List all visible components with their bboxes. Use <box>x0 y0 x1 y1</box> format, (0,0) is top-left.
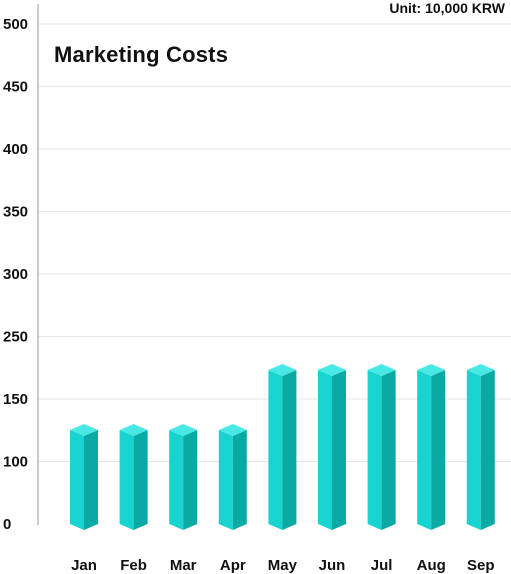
bar-aug <box>417 364 446 530</box>
y-tick-label: 300 <box>3 266 28 283</box>
bar-face-side <box>381 370 396 530</box>
bar-face-front <box>119 430 134 530</box>
bar-apr <box>218 424 247 530</box>
x-tick-label: Jan <box>71 557 97 574</box>
y-tick-label: 350 <box>3 204 28 221</box>
x-tick-label: Sep <box>467 557 495 574</box>
y-tick-labels: 0 100 150 250 300 350 400 450 500 <box>3 16 28 533</box>
bar-may <box>268 364 297 530</box>
bar-face-front <box>367 370 382 530</box>
bar-mar <box>169 424 198 530</box>
x-tick-label: Jun <box>319 557 346 574</box>
bar-face-side <box>183 430 198 530</box>
bar-face-side <box>133 430 148 530</box>
bar-face-top <box>417 364 446 376</box>
x-tick-label: Mar <box>170 557 197 574</box>
bar-face-top <box>268 364 297 376</box>
y-tick-label: 250 <box>3 329 28 346</box>
x-tick-label: May <box>268 557 298 574</box>
bar-face-side <box>282 370 297 530</box>
bar-face-front <box>417 370 432 530</box>
bar-face-side <box>480 370 495 530</box>
y-tick-label: 100 <box>3 454 28 471</box>
bar-face-front <box>268 370 283 530</box>
bar-face-side <box>232 430 247 530</box>
y-tick-label: 450 <box>3 79 28 96</box>
bars <box>70 364 495 530</box>
chart-title: Marketing Costs <box>54 42 229 67</box>
x-tick-label: Aug <box>417 557 446 574</box>
x-tick-label: Feb <box>120 557 147 574</box>
x-tick-label: Jul <box>371 557 393 574</box>
bar-face-front <box>466 370 481 530</box>
bar-face-front <box>218 430 233 530</box>
bar-face-top <box>318 364 346 376</box>
bar-face-front <box>169 430 184 530</box>
bar-jul <box>367 364 396 530</box>
x-tick-labels: Jan Feb Mar Apr May Jun Jul Aug Sep <box>71 557 494 574</box>
bar-jun <box>318 364 346 530</box>
bar-face-front <box>70 430 84 530</box>
gridlines <box>38 23 511 462</box>
bar-face-top <box>169 424 198 436</box>
bar-face-side <box>332 370 346 530</box>
bar-sep <box>466 364 495 530</box>
bar-face-top <box>466 364 495 376</box>
y-tick-label: 150 <box>3 391 28 408</box>
y-tick-label: 500 <box>3 16 28 33</box>
bar-face-side <box>84 430 98 530</box>
unit-label: Unit: 10,000 KRW <box>389 0 505 16</box>
y-tick-label: 0 <box>3 516 11 533</box>
bar-face-top <box>70 424 98 436</box>
bar-face-top <box>218 424 247 436</box>
bar-face-top <box>119 424 148 436</box>
bar-face-front <box>318 370 332 530</box>
bar-feb <box>119 424 148 530</box>
y-tick-label: 400 <box>3 141 28 158</box>
x-tick-label: Apr <box>220 557 246 574</box>
bar-face-side <box>431 370 446 530</box>
bar-jan <box>70 424 98 530</box>
bar-face-top <box>367 364 396 376</box>
